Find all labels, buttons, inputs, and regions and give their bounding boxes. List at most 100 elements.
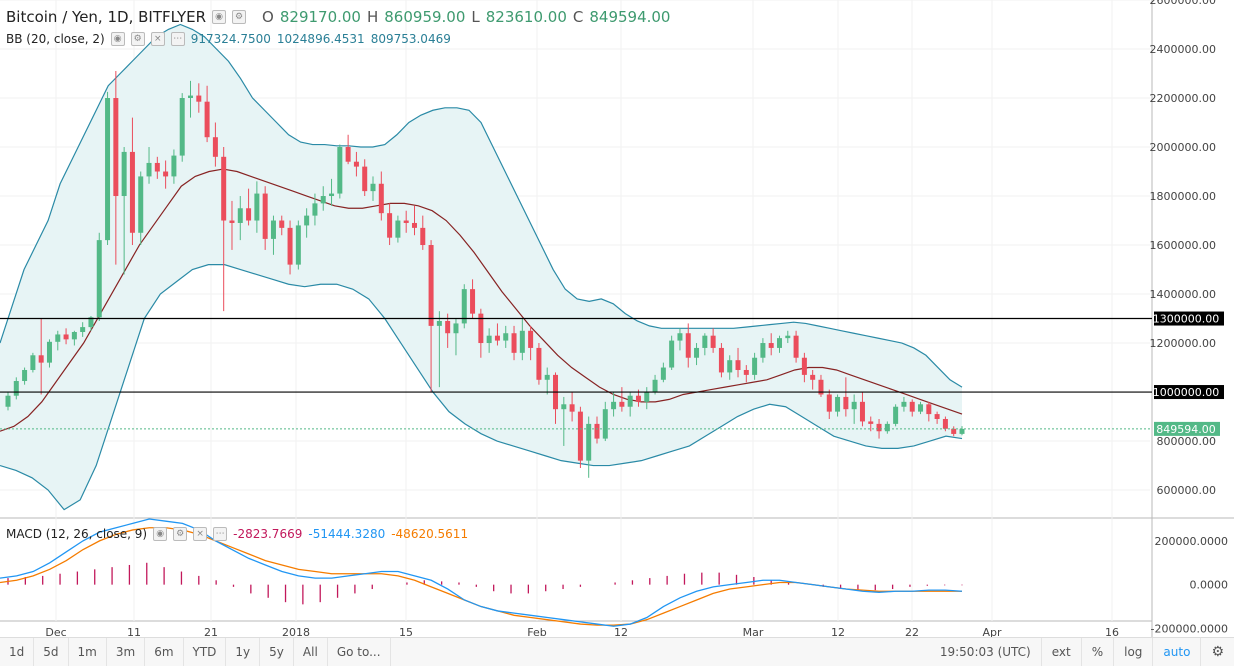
timeframe-ytd[interactable]: YTD <box>184 638 227 666</box>
bb-lower-line <box>0 264 963 511</box>
bb-legend-title: BB (20, close, 2) <box>6 32 105 46</box>
candle-body <box>254 193 260 221</box>
candle-body <box>635 395 641 402</box>
timeframe-5y[interactable]: 5y <box>260 638 294 666</box>
price-tick-label: 1800000.00 <box>1150 190 1216 203</box>
close-icon[interactable]: × <box>150 32 165 46</box>
bollinger-bands <box>0 23 963 511</box>
candle-body <box>80 327 86 333</box>
candle-body <box>926 404 932 415</box>
candle-body <box>843 396 849 410</box>
gear-icon[interactable]: ⚙ <box>173 527 188 541</box>
open-label: O <box>262 8 274 26</box>
candle-body <box>146 162 152 177</box>
candle-body <box>569 404 575 412</box>
high-label: H <box>366 8 379 26</box>
candle-body <box>63 334 69 340</box>
time-tick-label: Feb <box>527 626 546 639</box>
more-icon[interactable]: ⋯ <box>213 527 228 541</box>
timeframe-5d[interactable]: 5d <box>34 638 69 666</box>
macd-signal-line <box>0 527 962 626</box>
last-price-label: 849594.00 <box>1156 423 1216 436</box>
eye-icon[interactable]: ◉ <box>212 10 227 24</box>
timeframe-1d[interactable]: 1d <box>0 638 35 666</box>
candle-body <box>934 414 940 419</box>
time-tick-label: Mar <box>743 626 764 639</box>
horizontal-line-tag <box>1154 311 1224 326</box>
candle-body <box>229 220 235 223</box>
candle-body <box>602 409 608 439</box>
gear-icon[interactable]: ⚙ <box>130 32 145 46</box>
horizontal-line-tag <box>1154 385 1224 400</box>
time-tick-label: 22 <box>905 626 919 639</box>
timeframe-all[interactable]: All <box>294 638 328 666</box>
candle-body <box>826 394 832 412</box>
timeframe-1m[interactable]: 1m <box>69 638 107 666</box>
clock-readout: 19:50:03 (UTC) <box>939 645 1031 659</box>
candle-body <box>320 196 326 204</box>
gear-icon[interactable]: ⚙ <box>1200 638 1234 666</box>
candle-body <box>295 225 301 265</box>
candle-body <box>951 428 957 434</box>
candle-body <box>561 404 567 410</box>
bb-basis-value: 917324.7500 <box>190 32 271 46</box>
log-button[interactable]: log <box>1113 638 1152 666</box>
candle-body <box>776 338 782 348</box>
percent-button[interactable]: % <box>1080 638 1113 666</box>
high-value: 860959.00 <box>384 8 466 26</box>
goto-button[interactable]: Go to... <box>328 638 391 666</box>
timeframe-1y[interactable]: 1y <box>226 638 261 666</box>
candle-body <box>735 360 741 370</box>
close-icon[interactable]: × <box>193 527 208 541</box>
candle-body <box>486 335 492 344</box>
candlesticks <box>5 71 965 478</box>
candle-body <box>5 395 11 407</box>
macd-tick-label: 200000.0000 <box>1155 535 1228 548</box>
candle-body <box>163 171 169 177</box>
auto-button[interactable]: auto <box>1152 638 1200 666</box>
candle-body <box>55 334 61 342</box>
close-value: 849594.00 <box>589 8 671 26</box>
candle-body <box>22 369 28 382</box>
candle-body <box>851 401 857 410</box>
more-icon[interactable]: ⋯ <box>170 32 185 46</box>
candle-body <box>428 245 434 326</box>
eye-icon[interactable]: ◉ <box>110 32 125 46</box>
candle-body <box>154 162 160 172</box>
candle-body <box>129 151 135 233</box>
candle-body <box>13 381 19 396</box>
candle-body <box>544 374 550 380</box>
horizontal-line-label: 1300000.00 <box>1153 313 1219 326</box>
candle-body <box>694 347 700 358</box>
candle-body <box>478 313 484 344</box>
candle-body <box>503 333 509 341</box>
candle-body <box>38 355 44 363</box>
low-label: L <box>471 8 480 26</box>
time-tick-label: 15 <box>399 626 413 639</box>
candle-body <box>644 392 650 402</box>
candle-body <box>121 151 127 197</box>
gear-icon[interactable]: ⚙ <box>232 10 247 24</box>
candle-body <box>395 220 401 238</box>
candle-body <box>46 341 52 363</box>
timeframe-3m[interactable]: 3m <box>107 638 146 666</box>
toolbar-right: 19:50:03 (UTC) ext % log auto ⚙ <box>930 638 1234 666</box>
candle-body <box>660 367 666 380</box>
bb-fill <box>0 24 962 510</box>
candle-body <box>453 323 459 334</box>
timeframe-6m[interactable]: 6m <box>145 638 184 666</box>
candle-body <box>586 423 592 461</box>
macd-legend: MACD (12, 26, close, 9) ◉ ⚙ × ⋯ -2823.76… <box>6 527 468 541</box>
candle-body <box>113 98 119 197</box>
eye-icon[interactable]: ◉ <box>153 527 168 541</box>
ext-button[interactable]: ext <box>1040 638 1081 666</box>
candle-body <box>212 137 218 157</box>
candle-body <box>179 98 185 156</box>
candle-body <box>511 333 517 353</box>
candle-body <box>810 374 816 380</box>
bb-legend: BB (20, close, 2) ◉ ⚙ × ⋯ 917324.7500 10… <box>6 32 451 46</box>
price-tick-label: 2200000.00 <box>1150 92 1216 105</box>
candle-body <box>71 332 77 340</box>
candle-body <box>378 183 384 214</box>
